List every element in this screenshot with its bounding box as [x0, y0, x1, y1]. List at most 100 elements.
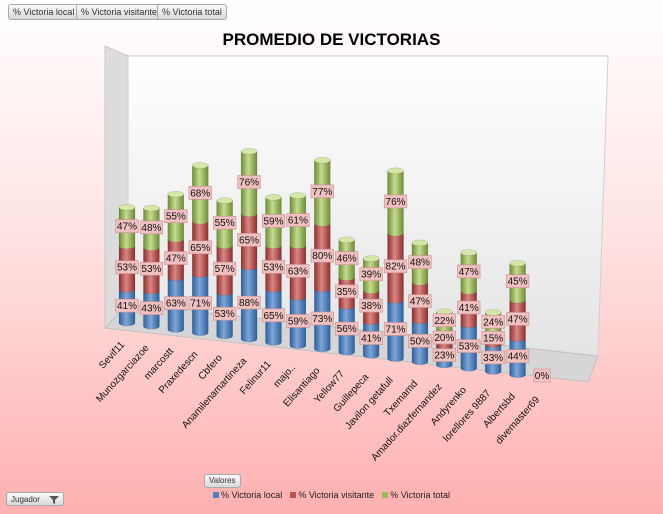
svg-text:48%: 48%: [410, 258, 430, 269]
bar-top-cap: [240, 148, 258, 155]
svg-text:80%: 80%: [312, 251, 332, 262]
data-label: 48%: [139, 220, 164, 235]
legend-label-local: % Victoria local: [220, 490, 283, 500]
svg-text:46%: 46%: [337, 254, 357, 265]
svg-text:39%: 39%: [361, 270, 381, 281]
data-label: 80%: [310, 248, 334, 263]
svg-text:44%: 44%: [508, 352, 528, 363]
data-label: 77%: [310, 184, 334, 199]
svg-text:59%: 59%: [263, 216, 283, 227]
bar-top-cap: [509, 259, 526, 267]
svg-text:20%: 20%: [434, 333, 454, 344]
data-label: 46%: [335, 251, 359, 265]
data-label: 35%: [335, 284, 359, 299]
data-label: 53%: [139, 261, 164, 276]
bar-top-cap: [118, 204, 136, 211]
bar-top-cap: [484, 309, 502, 316]
svg-text:48%: 48%: [141, 223, 161, 234]
data-label: 47%: [164, 251, 188, 265]
svg-text:63%: 63%: [288, 266, 308, 277]
svg-text:65%: 65%: [239, 235, 259, 246]
data-label: 71%: [188, 296, 212, 310]
bar-top-cap: [460, 249, 478, 256]
svg-text:57%: 57%: [215, 264, 235, 275]
filter-funnel-icon: [49, 496, 59, 504]
svg-text:59%: 59%: [288, 316, 308, 327]
data-label: 15%: [481, 331, 505, 345]
svg-text:41%: 41%: [361, 334, 381, 345]
data-label: 45%: [505, 274, 530, 288]
data-label: 56%: [335, 321, 359, 336]
svg-text:24%: 24%: [483, 317, 503, 328]
svg-text:53%: 53%: [263, 262, 283, 273]
bar-top-cap: [265, 194, 282, 201]
svg-text:43%: 43%: [141, 304, 161, 315]
data-label: 47%: [115, 219, 139, 233]
bar-top-cap: [387, 167, 404, 175]
legend-label-total: % Victoria total: [390, 490, 451, 500]
data-label: 39%: [359, 267, 383, 281]
data-label: 88%: [237, 295, 261, 310]
data-label: 24%: [481, 315, 505, 329]
svg-text:63%: 63%: [166, 299, 186, 310]
svg-text:53%: 53%: [459, 342, 479, 353]
svg-text:76%: 76%: [239, 178, 259, 189]
svg-text:53%: 53%: [141, 264, 161, 275]
data-label: 63%: [164, 296, 188, 310]
legend-item-local: % Victoria local: [212, 490, 283, 500]
data-label: 68%: [188, 186, 212, 200]
data-label: 59%: [261, 214, 286, 228]
valores-button[interactable]: Valores: [204, 474, 241, 488]
bar-top-cap: [314, 157, 331, 164]
data-label: 65%: [188, 240, 212, 255]
svg-text:33%: 33%: [483, 353, 503, 364]
data-label: 23%: [432, 348, 456, 362]
bar-top-cap: [362, 255, 380, 262]
jugador-label: Jugador: [11, 495, 40, 504]
data-label: 55%: [164, 209, 188, 224]
data-label: 61%: [286, 213, 310, 227]
field-button-total[interactable]: % Victoria total: [157, 4, 227, 20]
data-label: 41%: [115, 298, 139, 313]
data-label: 53%: [115, 260, 139, 274]
chart-legend: % Victoria local % Victoria visitante % …: [0, 490, 663, 500]
bar-top-cap: [289, 192, 307, 199]
svg-text:68%: 68%: [190, 188, 210, 199]
svg-text:47%: 47%: [166, 254, 186, 265]
svg-text:35%: 35%: [337, 287, 357, 298]
svg-text:15%: 15%: [483, 333, 503, 344]
legend-item-total: % Victoria total: [382, 490, 450, 500]
svg-text:50%: 50%: [410, 336, 430, 347]
bar-top-cap: [191, 162, 209, 169]
data-label: 0%: [533, 368, 551, 383]
svg-text:56%: 56%: [337, 324, 357, 335]
bar-top-cap: [338, 236, 355, 244]
data-label: 55%: [213, 215, 237, 230]
svg-text:41%: 41%: [117, 301, 137, 312]
svg-text:47%: 47%: [459, 267, 479, 278]
data-label: 38%: [359, 298, 383, 313]
svg-text:41%: 41%: [459, 303, 479, 314]
legend-label-visitante: % Victoria visitante: [298, 490, 375, 500]
data-label: 43%: [139, 301, 164, 315]
svg-text:53%: 53%: [215, 309, 235, 320]
bar-top-cap: [216, 197, 233, 204]
data-label: 48%: [408, 255, 432, 269]
data-label: 41%: [359, 331, 383, 345]
svg-text:65%: 65%: [190, 243, 210, 254]
jugador-filter-button[interactable]: Jugador: [6, 492, 64, 506]
legend-swatch-total: [382, 492, 389, 498]
chart-title: PROMEDIO DE VICTORIAS: [222, 30, 441, 49]
svg-text:38%: 38%: [361, 301, 381, 312]
data-label: 22%: [432, 313, 456, 328]
data-label: 53%: [213, 306, 237, 321]
svg-text:53%: 53%: [117, 263, 137, 274]
svg-text:22%: 22%: [434, 316, 454, 327]
svg-text:73%: 73%: [312, 314, 332, 325]
svg-text:61%: 61%: [288, 216, 308, 227]
svg-text:71%: 71%: [386, 324, 406, 335]
category-label: majo..: [272, 362, 298, 390]
data-label: 65%: [237, 233, 261, 247]
svg-text:71%: 71%: [190, 299, 210, 310]
